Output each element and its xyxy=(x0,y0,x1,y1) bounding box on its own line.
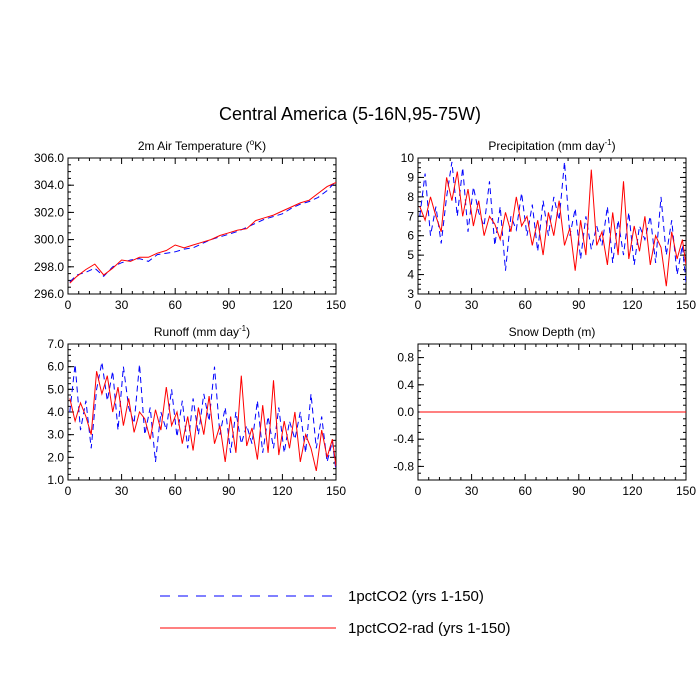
x-tick-label: 30 xyxy=(115,484,129,498)
y-tick-label: 0.4 xyxy=(397,378,414,392)
y-tick-label: 5.0 xyxy=(47,382,64,396)
y-tick-label: 296.0 xyxy=(34,287,64,301)
panel-title: Runoff (mm day-1) xyxy=(154,324,250,339)
chart-panels: 2m Air Temperature (oK)0 30 60 90 120 150296.… xyxy=(34,138,696,498)
x-tick-label: 90 xyxy=(572,484,586,498)
x-tick-label: 0 xyxy=(415,484,422,498)
y-tick-label: 3 xyxy=(407,287,414,301)
panel-title-main: 2m Air Temperature ( xyxy=(138,139,250,153)
y-tick-label: 10 xyxy=(401,151,415,165)
panel-title: Precipitation (mm day-1) xyxy=(488,138,615,153)
x-tick-label: 60 xyxy=(519,484,533,498)
x-tick-label: 150 xyxy=(676,298,696,312)
figure-title: Central America (5-16N,95-75W) xyxy=(218,104,482,124)
y-tick-label: -0.4 xyxy=(393,432,414,446)
x-tick-label: 150 xyxy=(676,484,696,498)
y-tick-label: 0.0 xyxy=(397,405,414,419)
y-tick-label: 298.0 xyxy=(34,260,64,274)
x-tick-label: 120 xyxy=(622,298,642,312)
y-tick-label: 3.0 xyxy=(47,428,64,442)
x-tick-label: 30 xyxy=(115,298,129,312)
x-tick-label: 0 xyxy=(65,484,72,498)
y-tick-label: -0.8 xyxy=(393,459,414,473)
x-tick-label: 120 xyxy=(272,484,292,498)
chart-panel-1: 2m Air Temperature (oK) 0 30 60 90 120 150 296.… xyxy=(34,138,346,312)
legend: 1pctCO2 (yrs 1-150) 1pctCO2-rad (yrs 1-15… xyxy=(160,588,511,637)
y-tick-label: 4.0 xyxy=(47,405,64,419)
y-tick-label: 5 xyxy=(407,248,414,262)
panel-title-superscript: o xyxy=(250,138,255,147)
y-tick-label: 7.0 xyxy=(47,337,64,351)
panel-title-superscript: -1 xyxy=(604,138,612,147)
panel-title-tail: ) xyxy=(612,139,616,153)
x-tick-label: 90 xyxy=(222,484,236,498)
x-tick-label: 60 xyxy=(169,298,183,312)
x-tick-label: 90 xyxy=(222,298,236,312)
panel-title: Snow Depth (m) xyxy=(509,325,596,339)
chart-panel-3: Runoff (mm day-1) 0 30 60 90 120 150 1.0 2.0 3.0 4… xyxy=(47,324,346,498)
legend-label: 1pctCO2 (yrs 1-150) xyxy=(348,588,484,605)
series-line-1pctco2-rad xyxy=(69,371,336,472)
x-tick-label: 30 xyxy=(465,484,479,498)
plot-frame xyxy=(67,343,337,481)
y-tick-label: 8 xyxy=(407,190,414,204)
series-line-1pctco2 xyxy=(69,180,336,283)
panel-title-tail: K) xyxy=(254,139,266,153)
x-tick-label: 150 xyxy=(326,298,346,312)
series-line-1pctco2-rad xyxy=(69,182,336,284)
y-tick-label: 306.0 xyxy=(34,151,64,165)
x-tick-label: 120 xyxy=(272,298,292,312)
y-tick-label: 4 xyxy=(407,268,414,282)
legend-label: 1pctCO2-rad (yrs 1-150) xyxy=(348,620,511,637)
x-tick-label: 0 xyxy=(415,298,422,312)
chart-panel-4: Snow Depth (m) 0 30 60 90 120 150 -0.8 -0.4 0.0 0.… xyxy=(393,325,696,498)
y-tick-label: 304.0 xyxy=(34,178,64,192)
series-line-1pctco2-rad xyxy=(419,169,686,287)
x-tick-label: 30 xyxy=(465,298,479,312)
x-tick-label: 90 xyxy=(572,298,586,312)
y-tick-label: 7 xyxy=(407,209,414,223)
panel-title-main: Snow Depth (m) xyxy=(509,325,596,339)
y-tick-label: 2.0 xyxy=(47,450,64,464)
y-tick-label: 302.0 xyxy=(34,205,64,219)
y-tick-label: 6.0 xyxy=(47,360,64,374)
x-tick-label: 150 xyxy=(326,484,346,498)
panel-title: 2m Air Temperature (oK) xyxy=(138,138,266,153)
series-line-1pctco2 xyxy=(419,161,686,283)
y-tick-label: 9 xyxy=(407,170,414,184)
x-tick-label: 0 xyxy=(65,298,72,312)
panel-title-tail: ) xyxy=(246,325,250,339)
panel-title-superscript: -1 xyxy=(239,324,247,333)
y-tick-label: 6 xyxy=(407,229,414,243)
plot-frame xyxy=(67,157,337,295)
series-line-1pctco2 xyxy=(69,362,336,471)
y-tick-label: 1.0 xyxy=(47,473,64,487)
y-tick-label: 0.8 xyxy=(397,351,414,365)
panel-title-main: Runoff (mm day xyxy=(154,325,239,339)
x-tick-label: 60 xyxy=(519,298,533,312)
y-tick-label: 300.0 xyxy=(34,233,64,247)
panel-title-main: Precipitation (mm day xyxy=(488,139,604,153)
x-tick-label: 120 xyxy=(622,484,642,498)
x-tick-label: 60 xyxy=(169,484,183,498)
chart-panel-2: Precipitation (mm day-1) 0 30 60 90 120 150 3 4 5… xyxy=(401,138,697,312)
